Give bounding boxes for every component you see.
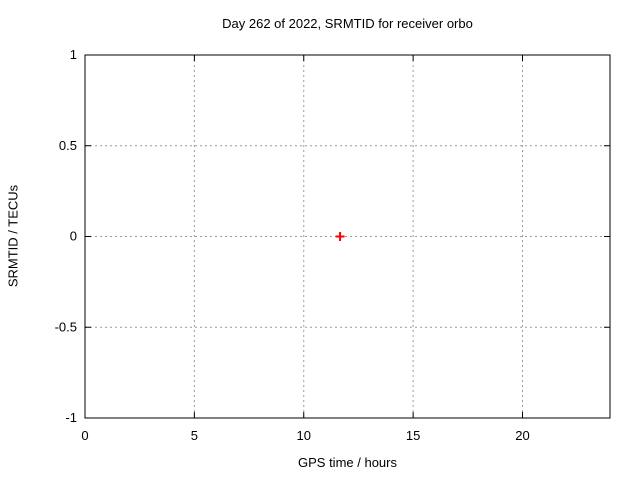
x-tick-label: 10 (297, 428, 311, 443)
y-tick-label: -1 (65, 410, 77, 425)
x-tick-label: 15 (406, 428, 420, 443)
x-axis-label: GPS time / hours (298, 455, 397, 470)
y-tick-label: 0.5 (59, 138, 77, 153)
data-point-marker (335, 232, 345, 241)
chart-title: Day 262 of 2022, SRMTID for receiver orb… (222, 16, 473, 31)
x-tick-label: 5 (191, 428, 198, 443)
y-tick-label: 1 (70, 47, 77, 62)
y-tick-label: 0 (70, 229, 77, 244)
y-tick-label: -0.5 (55, 319, 77, 334)
plot-border (84, 54, 611, 419)
x-tick-label: 0 (81, 428, 88, 443)
x-tick-label: 20 (515, 428, 529, 443)
